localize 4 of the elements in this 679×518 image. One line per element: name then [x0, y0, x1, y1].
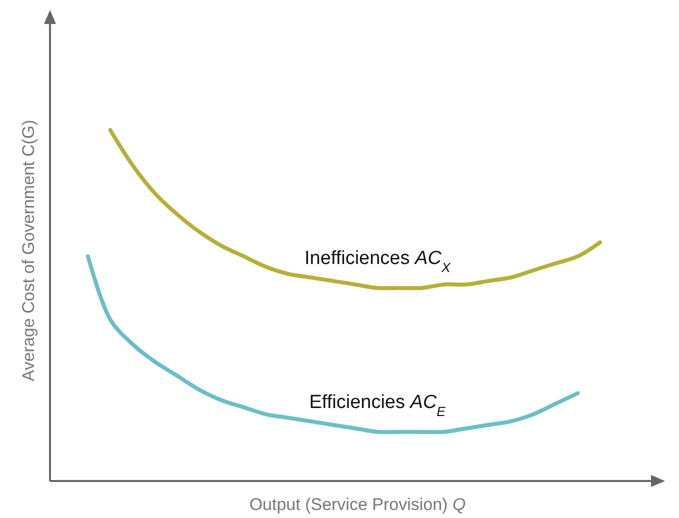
series-label: Efficiencies AC$_{E}$ [309, 392, 446, 418]
series-label: Inefficiences AC$_{X}$ [304, 248, 452, 274]
y-axis-title: Average Cost of Government C(G) [19, 120, 38, 382]
x-axis-title: Output (Service Provision) Q [249, 495, 466, 514]
